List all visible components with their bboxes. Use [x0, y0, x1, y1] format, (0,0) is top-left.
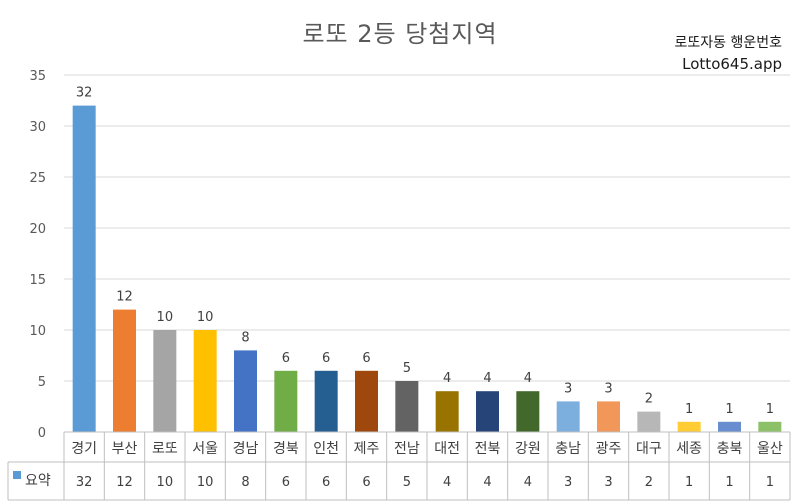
data-label: 32	[76, 86, 93, 101]
y-tick-label: 15	[29, 273, 46, 288]
y-tick-label: 0	[38, 426, 46, 441]
table-value: 1	[725, 475, 733, 490]
bar	[355, 370, 378, 432]
table-value: 32	[76, 475, 93, 490]
bar	[113, 309, 136, 432]
table-value: 10	[197, 475, 214, 490]
data-label: 4	[443, 371, 451, 386]
bar	[718, 421, 741, 432]
category-label: 광주	[596, 441, 622, 457]
category-label: 부산	[112, 441, 138, 457]
y-tick-label: 5	[38, 375, 46, 390]
category-label: 전남	[394, 441, 420, 457]
table-value: 1	[766, 475, 774, 490]
y-tick-label: 25	[29, 171, 46, 186]
category-label: 제주	[354, 441, 380, 457]
category-label: 대전	[434, 441, 460, 457]
legend-key	[13, 471, 21, 479]
category-label: 충북	[717, 441, 743, 457]
bar	[153, 330, 177, 432]
category-label: 울산	[757, 441, 783, 457]
bar	[637, 411, 661, 432]
data-label: 5	[403, 361, 411, 376]
data-label: 6	[282, 351, 290, 366]
bar	[677, 421, 701, 432]
watermark-line-1: 로또자동 행운번호	[674, 35, 783, 51]
data-label: 10	[157, 310, 174, 325]
table-value: 3	[604, 475, 612, 490]
data-label: 10	[197, 310, 214, 325]
bar	[234, 350, 257, 432]
table-value: 4	[483, 475, 491, 490]
category-label: 전북	[475, 441, 501, 457]
data-label: 4	[483, 371, 491, 386]
bar	[476, 391, 499, 432]
bar	[314, 370, 338, 432]
bar	[274, 370, 298, 432]
bar	[72, 105, 96, 432]
data-label: 3	[564, 381, 572, 396]
y-tick-label: 30	[29, 120, 46, 135]
data-label: 6	[322, 351, 330, 366]
data-label: 8	[241, 330, 249, 345]
watermark-line-2: Lotto645.app	[682, 55, 782, 73]
category-label: 충남	[555, 441, 581, 457]
category-label: 인천	[313, 441, 339, 457]
y-tick-label: 20	[29, 222, 46, 237]
category-label: 서울	[192, 441, 218, 457]
y-tick-label: 10	[29, 324, 46, 339]
category-label: 경기	[71, 441, 97, 457]
data-label: 1	[725, 402, 733, 417]
category-label: 경남	[233, 441, 259, 457]
bar	[193, 330, 217, 432]
bar	[556, 401, 580, 432]
table-value: 5	[403, 475, 411, 490]
data-label: 2	[645, 392, 653, 407]
y-tick-label: 35	[29, 69, 46, 84]
data-label: 1	[685, 402, 693, 417]
data-label: 3	[604, 381, 612, 396]
data-label: 12	[116, 290, 133, 305]
table-value: 1	[685, 475, 693, 490]
category-label: 경북	[273, 441, 299, 457]
bar	[597, 401, 620, 432]
category-label: 강원	[515, 441, 541, 457]
table-value: 12	[116, 475, 133, 490]
bar	[758, 421, 782, 432]
table-value: 6	[362, 475, 370, 490]
table-value: 6	[282, 475, 290, 490]
category-label: 세종	[676, 441, 702, 457]
data-label: 1	[766, 402, 774, 417]
table-value: 6	[322, 475, 330, 490]
table-value: 10	[157, 475, 174, 490]
category-label: 로또	[152, 441, 178, 457]
table-value: 3	[564, 475, 572, 490]
bar	[516, 391, 540, 432]
table-value: 4	[524, 475, 532, 490]
table-value: 2	[645, 475, 653, 490]
table-value: 4	[443, 475, 451, 490]
bar	[395, 381, 419, 432]
table-value: 8	[241, 475, 249, 490]
data-label: 4	[524, 371, 532, 386]
data-label: 6	[362, 351, 370, 366]
table-row-label: 요약	[25, 473, 51, 489]
category-label: 대구	[636, 441, 662, 457]
bar	[435, 391, 459, 432]
chart-title: 로또 2등 당첨지역	[302, 20, 498, 48]
